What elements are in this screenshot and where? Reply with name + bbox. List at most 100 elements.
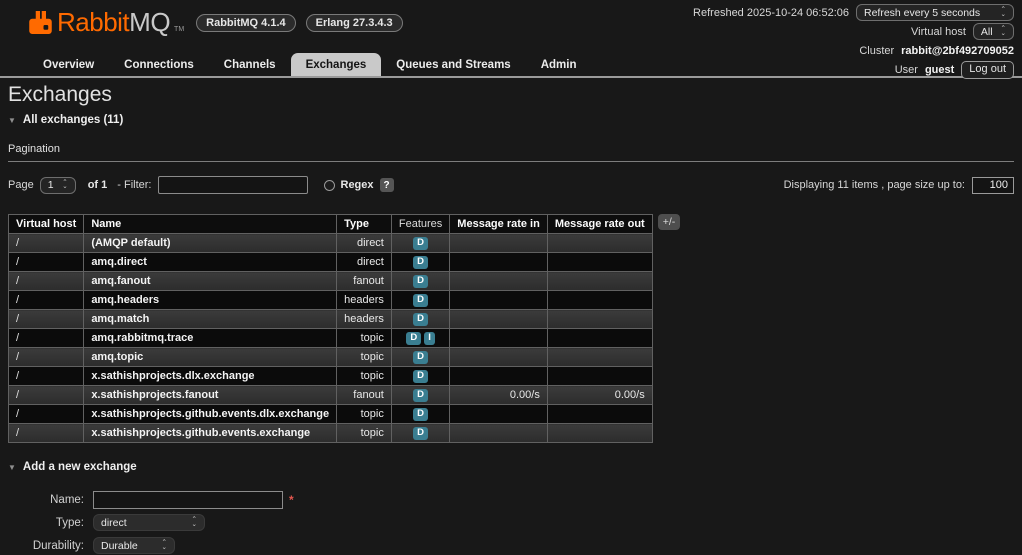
- exchange-name-link[interactable]: (AMQP default): [83, 233, 338, 253]
- tab-admin[interactable]: Admin: [540, 59, 577, 71]
- table-row: / amq.fanout fanout D: [7, 271, 653, 291]
- col-header-type[interactable]: Type: [336, 214, 392, 234]
- collapse-triangle-icon: ▼: [8, 115, 16, 125]
- tab-connections[interactable]: Connections: [124, 59, 194, 71]
- message-rate-in-cell: [449, 252, 548, 272]
- type-cell: headers: [336, 290, 392, 310]
- exchanges-table-body: / (AMQP default) direct D / amq.direct direct D…: [7, 233, 653, 443]
- vhost-cell: /: [7, 328, 85, 348]
- trademark-label: TM: [174, 26, 185, 33]
- type-cell: topic: [336, 423, 392, 443]
- version-badge: RabbitMQ 4.1.4: [196, 14, 296, 32]
- regex-checkbox[interactable]: [323, 179, 335, 191]
- refresh-interval-select[interactable]: Refresh every 5 seconds ⌃ ⌄: [856, 4, 1014, 21]
- type-label: Type:: [55, 516, 84, 529]
- top-bar: RabbitMQ TM RabbitMQ 4.1.4 Erlang 27.3.4.…: [0, 0, 1022, 79]
- select-arrows-icon: ⌃ ⌄: [1000, 25, 1006, 37]
- message-rate-out-cell: [546, 290, 653, 310]
- tab-queues-and-streams[interactable]: Queues and Streams: [396, 59, 511, 71]
- vhost-cell: /: [7, 404, 85, 424]
- message-rate-out-cell: [546, 271, 653, 291]
- exchange-name-link[interactable]: x.sathishprojects.github.events.dlx.exch…: [83, 404, 338, 424]
- exchange-name-link[interactable]: amq.match: [83, 309, 338, 329]
- name-label: Name:: [50, 493, 84, 506]
- page-size-input[interactable]: [972, 176, 1014, 194]
- add-exchange-section-header[interactable]: ▼ Add a new exchange: [8, 461, 137, 473]
- regex-help-badge[interactable]: ?: [379, 178, 394, 192]
- table-row: / amq.match headers D: [7, 309, 653, 329]
- durable-feature-badge: D: [413, 389, 429, 402]
- exchange-name-link[interactable]: amq.direct: [83, 252, 338, 272]
- column-toggle-button[interactable]: +/-: [657, 214, 681, 230]
- tab-exchanges[interactable]: Exchanges: [290, 53, 382, 76]
- message-rate-out-cell: [546, 404, 653, 424]
- message-rate-in-cell: [449, 423, 548, 443]
- exchange-name-link[interactable]: amq.fanout: [83, 271, 338, 291]
- exchange-name-link[interactable]: x.sathishprojects.github.events.exchange: [83, 423, 338, 443]
- message-rate-out-cell: [546, 423, 653, 443]
- message-rate-in-cell: [449, 366, 548, 386]
- durable-feature-badge: D: [413, 427, 429, 440]
- table-row: / amq.rabbitmq.trace topic D I: [7, 328, 653, 348]
- features-cell: D: [390, 423, 451, 443]
- tab-overview[interactable]: Overview: [43, 59, 95, 71]
- version-badges: RabbitMQ 4.1.4 Erlang 27.3.4.3: [196, 14, 403, 32]
- durability-label: Durability:: [32, 539, 84, 552]
- tab-channels[interactable]: Channels: [223, 59, 276, 71]
- durable-feature-badge: D: [413, 408, 429, 421]
- vhost-cell: /: [7, 233, 85, 253]
- exchange-durability-select[interactable]: Durable ⌃ ⌄: [93, 537, 175, 554]
- col-header-name[interactable]: Name: [83, 214, 338, 234]
- exchange-name-link[interactable]: x.sathishprojects.fanout: [83, 385, 338, 405]
- table-header-row: Virtual host Name Type Features Message …: [7, 214, 653, 234]
- cluster-label: Cluster: [859, 44, 895, 57]
- features-cell: D: [390, 252, 451, 272]
- pagination-heading: Pagination: [8, 143, 1014, 162]
- displaying-items-label: Displaying 11 items , page size up to:: [783, 179, 965, 191]
- features-cell: D: [390, 271, 451, 291]
- durable-feature-badge: D: [413, 275, 429, 288]
- logout-button[interactable]: Log out: [961, 60, 1014, 79]
- vhost-cell: /: [7, 271, 85, 291]
- exchange-type-select[interactable]: direct ⌃ ⌄: [93, 514, 205, 531]
- message-rate-in-cell: [449, 309, 548, 329]
- type-cell: headers: [336, 309, 392, 329]
- col-header-message-rate-out[interactable]: Message rate out: [546, 214, 653, 234]
- message-rate-out-cell: [546, 309, 653, 329]
- collapse-triangle-icon: ▼: [8, 462, 16, 472]
- features-cell: D: [390, 385, 451, 405]
- message-rate-in-cell: 0.00/s: [449, 385, 548, 405]
- exchange-name-link[interactable]: amq.topic: [83, 347, 338, 367]
- exchanges-table-wrap: Virtual host Name Type Features Message …: [7, 214, 1014, 443]
- features-cell: D: [390, 404, 451, 424]
- message-rate-out-cell: [546, 366, 653, 386]
- virtual-host-label: Virtual host: [911, 25, 966, 38]
- col-header-message-rate-in[interactable]: Message rate in: [449, 214, 548, 234]
- exchange-name-link[interactable]: x.sathishprojects.dlx.exchange: [83, 366, 338, 386]
- message-rate-out-cell: [546, 233, 653, 253]
- message-rate-out-cell: [546, 328, 653, 348]
- regex-label: Regex: [340, 179, 374, 191]
- virtual-host-select[interactable]: All ⌃ ⌄: [972, 23, 1014, 40]
- durable-feature-badge: D: [413, 313, 429, 326]
- all-exchanges-section-header[interactable]: ▼ All exchanges (11): [8, 114, 124, 126]
- col-header-virtual-host[interactable]: Virtual host: [7, 214, 85, 234]
- durable-feature-badge: D: [413, 370, 429, 383]
- exchange-name-link[interactable]: amq.headers: [83, 290, 338, 310]
- vhost-cell: /: [7, 423, 85, 443]
- rabbitmq-logo[interactable]: RabbitMQ TM: [28, 8, 184, 36]
- table-row: / amq.headers headers D: [7, 290, 653, 310]
- session-info: Refreshed 2025-10-24 06:52:06 Refresh ev…: [693, 3, 1014, 79]
- message-rate-in-cell: [449, 233, 548, 253]
- features-cell: D: [390, 347, 451, 367]
- features-cell: D: [390, 366, 451, 386]
- exchange-name-link[interactable]: amq.rabbitmq.trace: [83, 328, 338, 348]
- page-number-select[interactable]: 1 ⌃ ⌄: [39, 176, 76, 194]
- col-header-features: Features: [390, 214, 451, 234]
- durable-feature-badge: D: [406, 332, 422, 345]
- type-cell: topic: [336, 347, 392, 367]
- exchange-name-input[interactable]: [93, 490, 283, 509]
- filter-input[interactable]: [157, 176, 308, 194]
- type-cell: topic: [336, 328, 392, 348]
